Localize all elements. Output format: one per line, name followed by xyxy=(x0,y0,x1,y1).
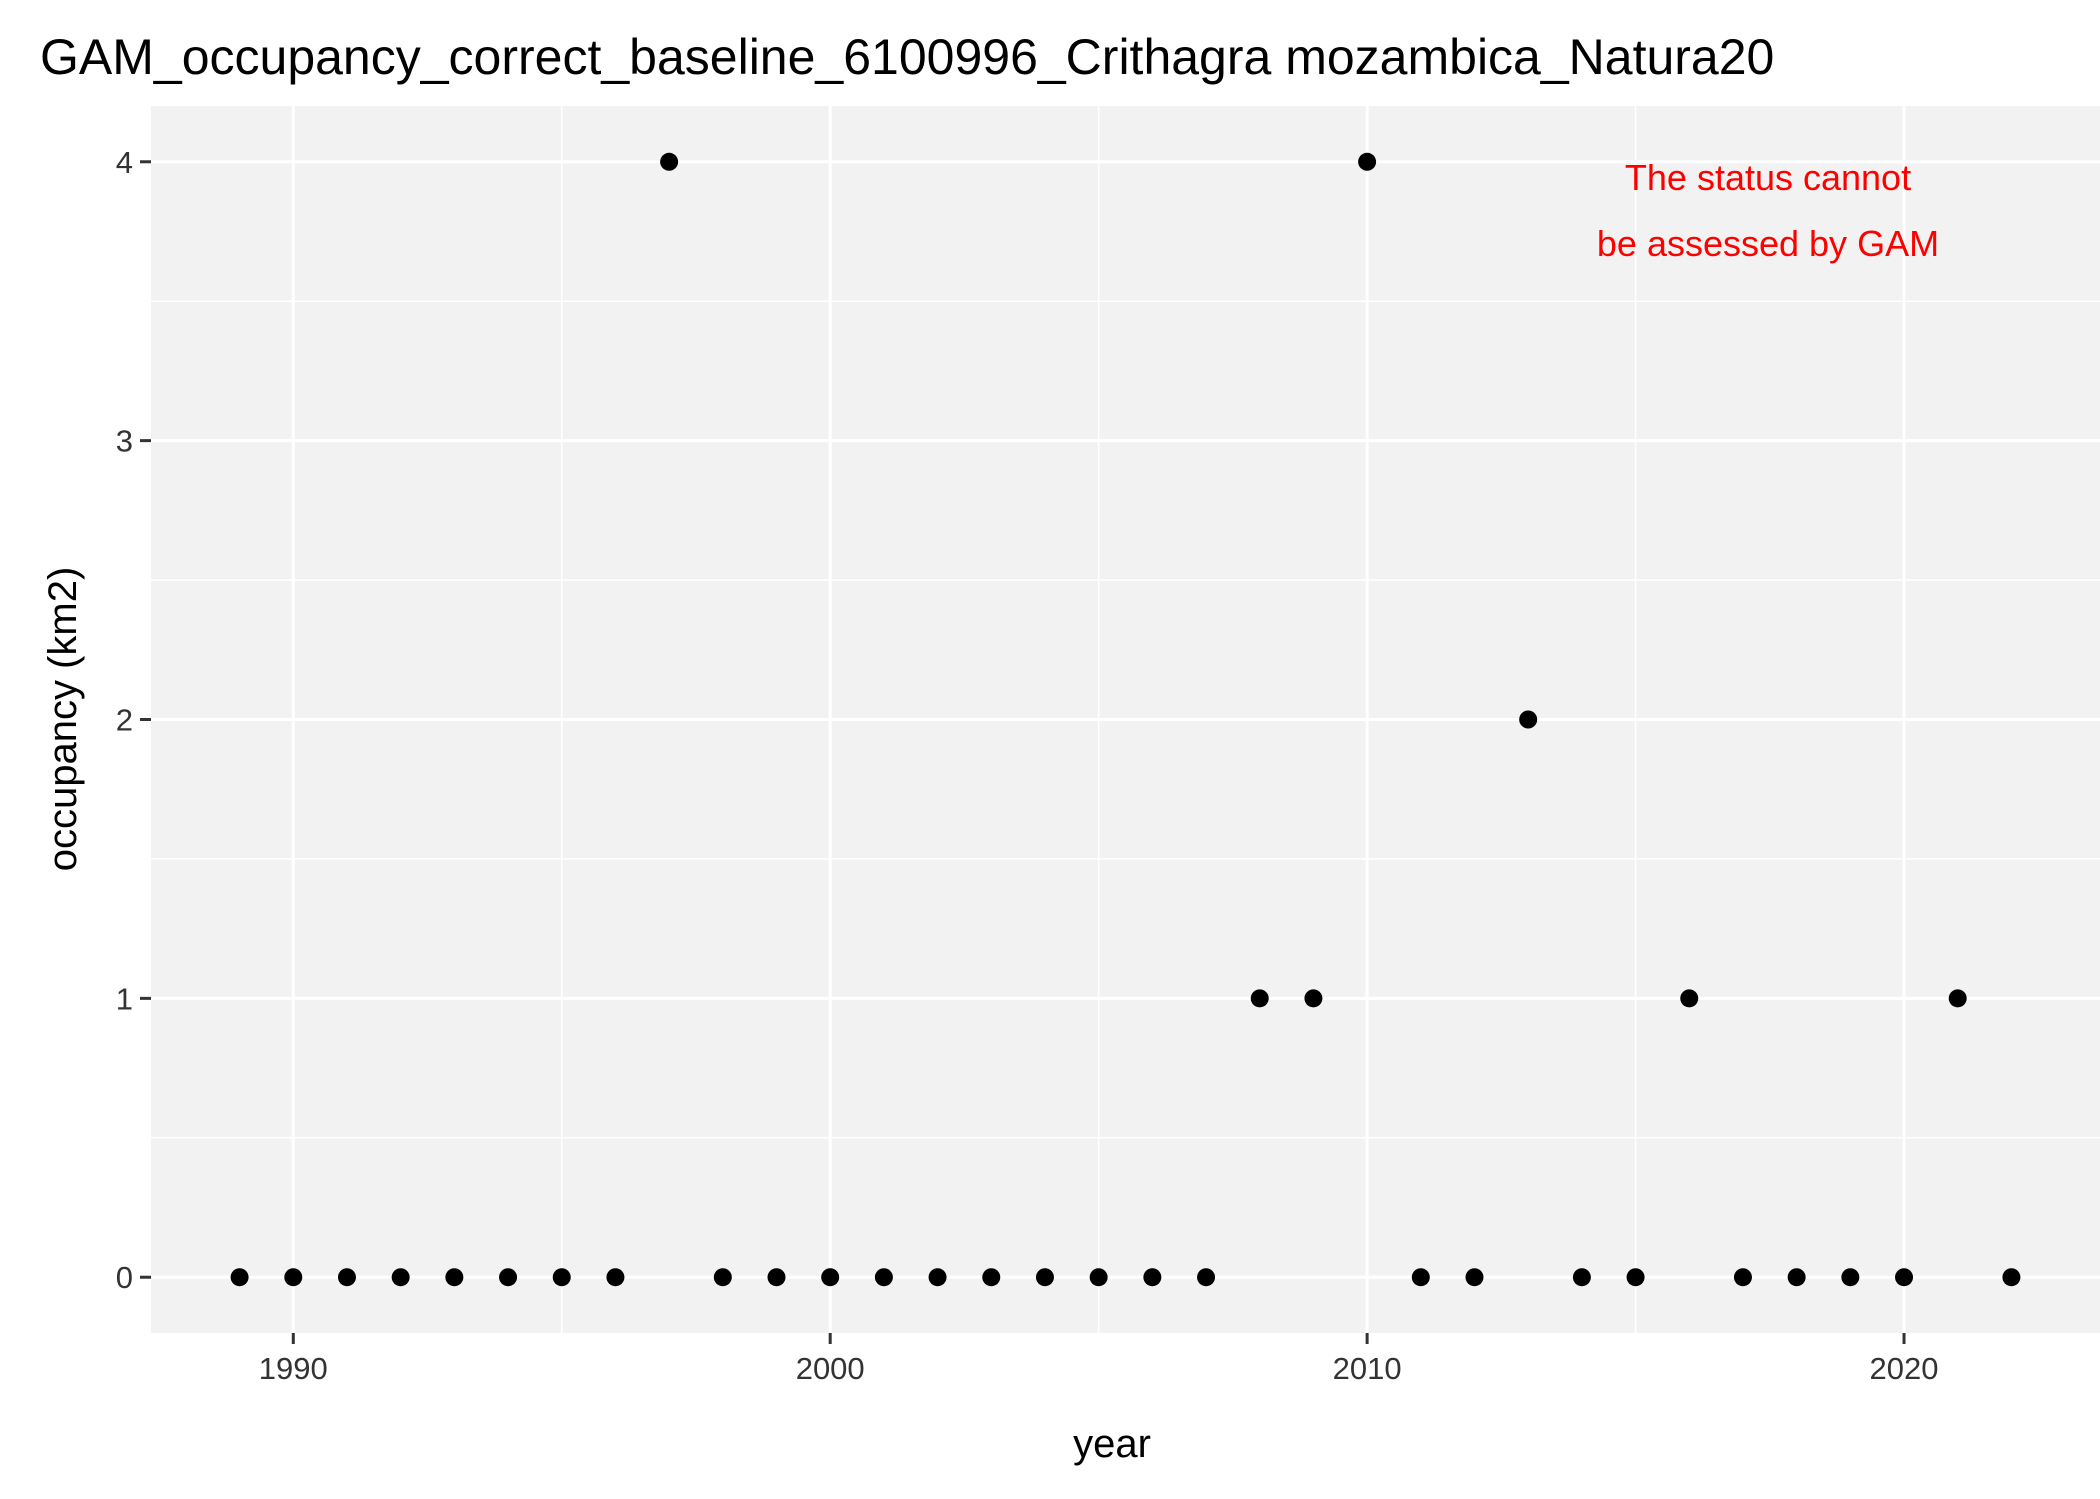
data-point xyxy=(1358,152,1377,171)
data-point xyxy=(337,1268,356,1287)
x-tick-label: 2010 xyxy=(1333,1351,1402,1386)
data-point xyxy=(1895,1268,1914,1287)
y-tick-label: 0 xyxy=(116,1260,133,1295)
annotation-line: The status cannot xyxy=(1625,157,1911,198)
data-point xyxy=(499,1268,518,1287)
data-point xyxy=(1197,1268,1216,1287)
data-point xyxy=(660,152,679,171)
data-point xyxy=(1519,710,1538,729)
data-point xyxy=(1465,1268,1484,1287)
x-tick-label: 2000 xyxy=(796,1351,865,1386)
annotation: The status cannot be assessed by GAM xyxy=(1597,157,1939,264)
x-axis-title: year xyxy=(1073,1422,1151,1466)
y-tick-label: 2 xyxy=(116,703,133,738)
data-point xyxy=(1626,1268,1645,1287)
data-point xyxy=(445,1268,464,1287)
data-point xyxy=(821,1268,840,1287)
data-point xyxy=(1572,1268,1591,1287)
data-point xyxy=(928,1268,947,1287)
data-point xyxy=(767,1268,786,1287)
y-tick-label: 4 xyxy=(116,145,133,180)
data-point xyxy=(1948,989,1967,1008)
chart-title: GAM_occupancy_correct_baseline_6100996_C… xyxy=(40,29,1774,85)
data-point xyxy=(1411,1268,1430,1287)
data-point xyxy=(2002,1268,2021,1287)
y-axis: 0 1 2 3 4 xyxy=(116,145,151,1295)
data-point xyxy=(230,1268,249,1287)
annotation-line: be assessed by GAM xyxy=(1597,223,1939,264)
data-point xyxy=(1035,1268,1054,1287)
data-point xyxy=(1787,1268,1806,1287)
x-axis: 1990 2000 2010 2020 xyxy=(259,1333,1939,1386)
data-point xyxy=(1250,989,1269,1008)
data-point xyxy=(982,1268,1001,1287)
data-point xyxy=(391,1268,410,1287)
grid-major xyxy=(151,106,2100,1333)
y-axis-title: occupancy (km2) xyxy=(41,567,85,872)
data-point xyxy=(552,1268,571,1287)
data-point xyxy=(1089,1268,1108,1287)
data-point xyxy=(1733,1268,1752,1287)
data-point xyxy=(713,1268,732,1287)
data-point xyxy=(874,1268,893,1287)
data-point xyxy=(1304,989,1323,1008)
y-tick-label: 3 xyxy=(116,424,133,459)
data-point xyxy=(1143,1268,1162,1287)
x-tick-label: 1990 xyxy=(259,1351,328,1386)
x-tick-label: 2020 xyxy=(1870,1351,1939,1386)
data-point xyxy=(606,1268,625,1287)
data-point xyxy=(284,1268,303,1287)
data-point xyxy=(1680,989,1699,1008)
y-tick-label: 1 xyxy=(116,981,133,1016)
data-point xyxy=(1841,1268,1860,1287)
data-points xyxy=(230,152,2021,1287)
